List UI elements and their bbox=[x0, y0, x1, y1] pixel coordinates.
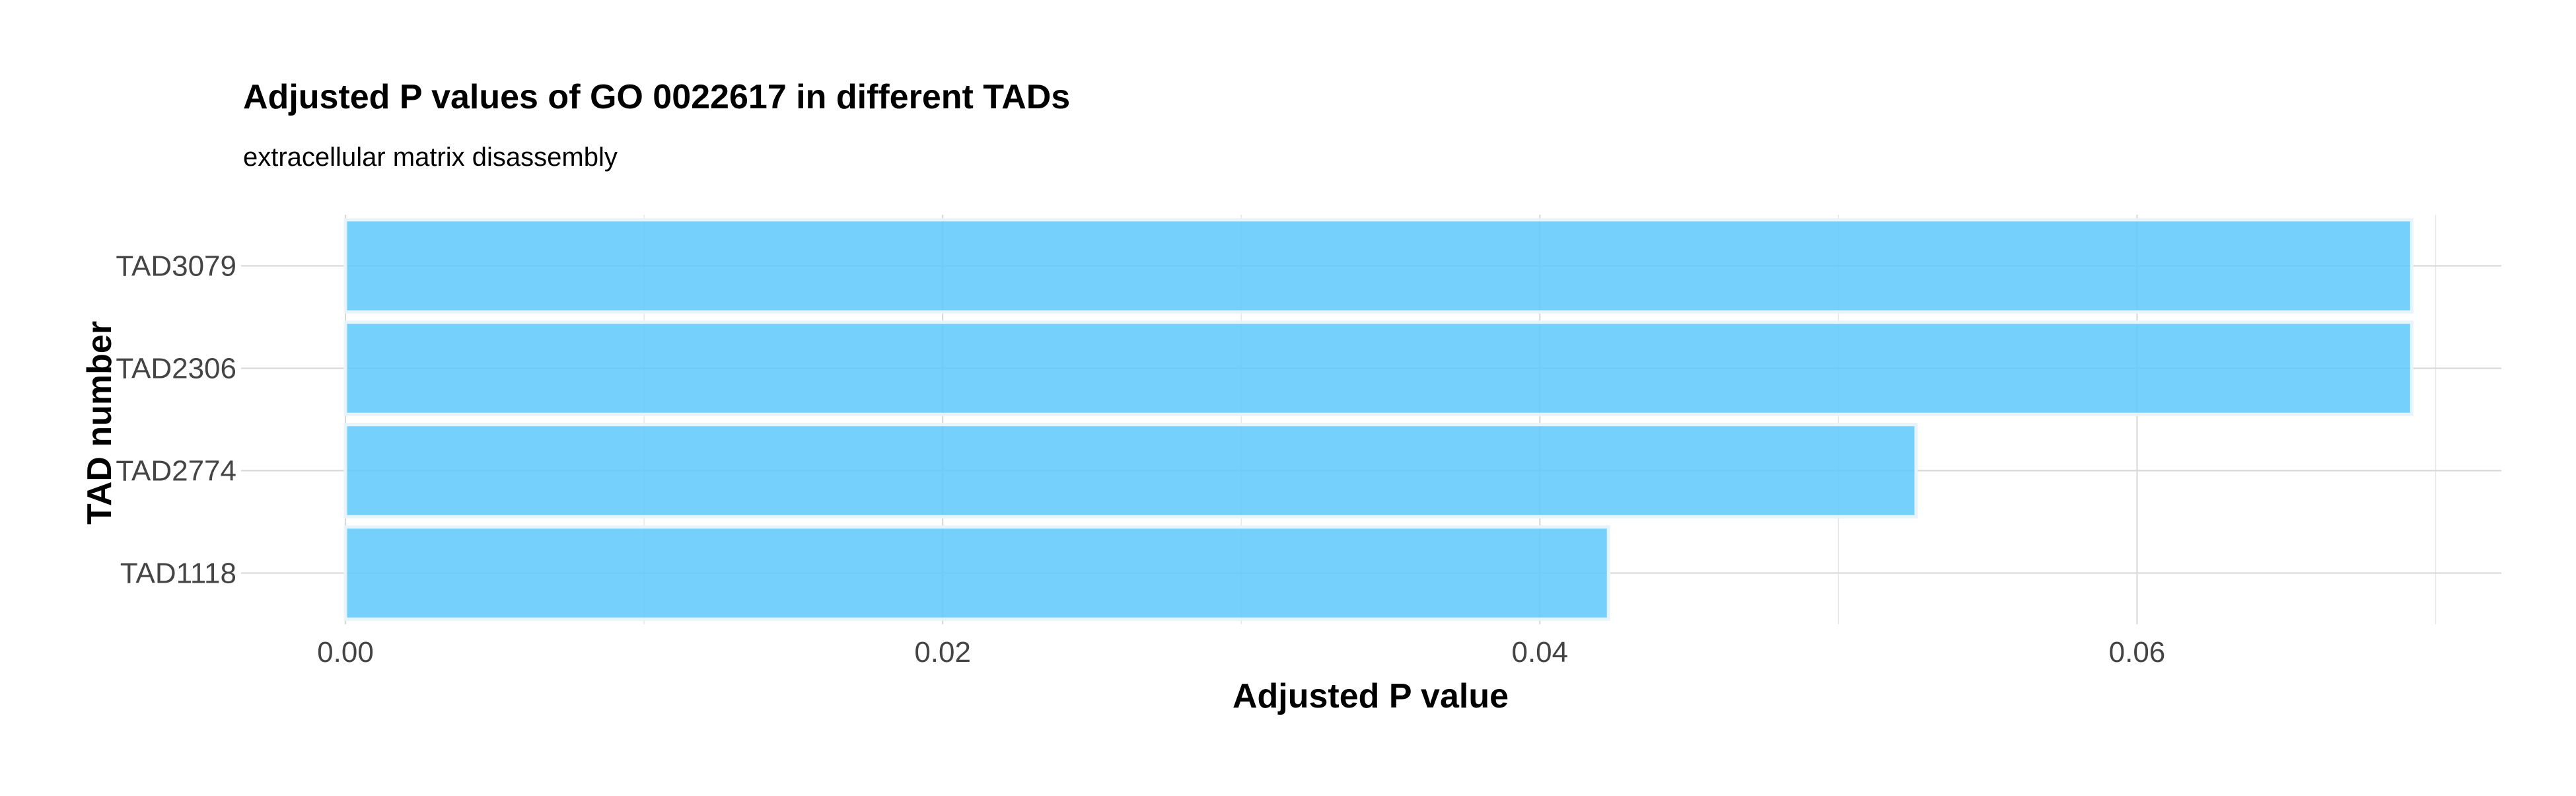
bar-tad1118 bbox=[343, 525, 1610, 621]
x-tick-label-0: 0.00 bbox=[317, 636, 374, 669]
x-tick-label-2: 0.04 bbox=[1511, 636, 1568, 669]
x-axis-title: Adjusted P value bbox=[1233, 677, 1509, 715]
y-tick-label-tad3079: TAD3079 bbox=[116, 250, 236, 283]
y-tick-label-tad2774: TAD2774 bbox=[116, 455, 236, 488]
chart-title: Adjusted P values of GO 0022617 in diffe… bbox=[243, 78, 1070, 116]
y-tick-label-tad2306: TAD2306 bbox=[116, 353, 236, 385]
bar-tad2306 bbox=[343, 320, 2414, 416]
y-tick-label-tad1118: TAD1118 bbox=[120, 558, 236, 590]
bars bbox=[343, 218, 2414, 621]
x-tick-label-1: 0.02 bbox=[914, 636, 971, 669]
x-tick-label-3: 0.06 bbox=[2109, 636, 2166, 669]
x-tick-labels: 0.00 0.02 0.04 0.06 bbox=[317, 636, 2165, 669]
bar-tad3079 bbox=[343, 218, 2414, 314]
chart-subtitle: extracellular matrix disassembly bbox=[243, 143, 618, 172]
bar-tad2774 bbox=[343, 423, 1918, 519]
y-axis-title: TAD number bbox=[81, 321, 119, 525]
y-tick-labels: TAD3079 TAD2306 TAD2774 TAD1118 bbox=[116, 250, 236, 590]
